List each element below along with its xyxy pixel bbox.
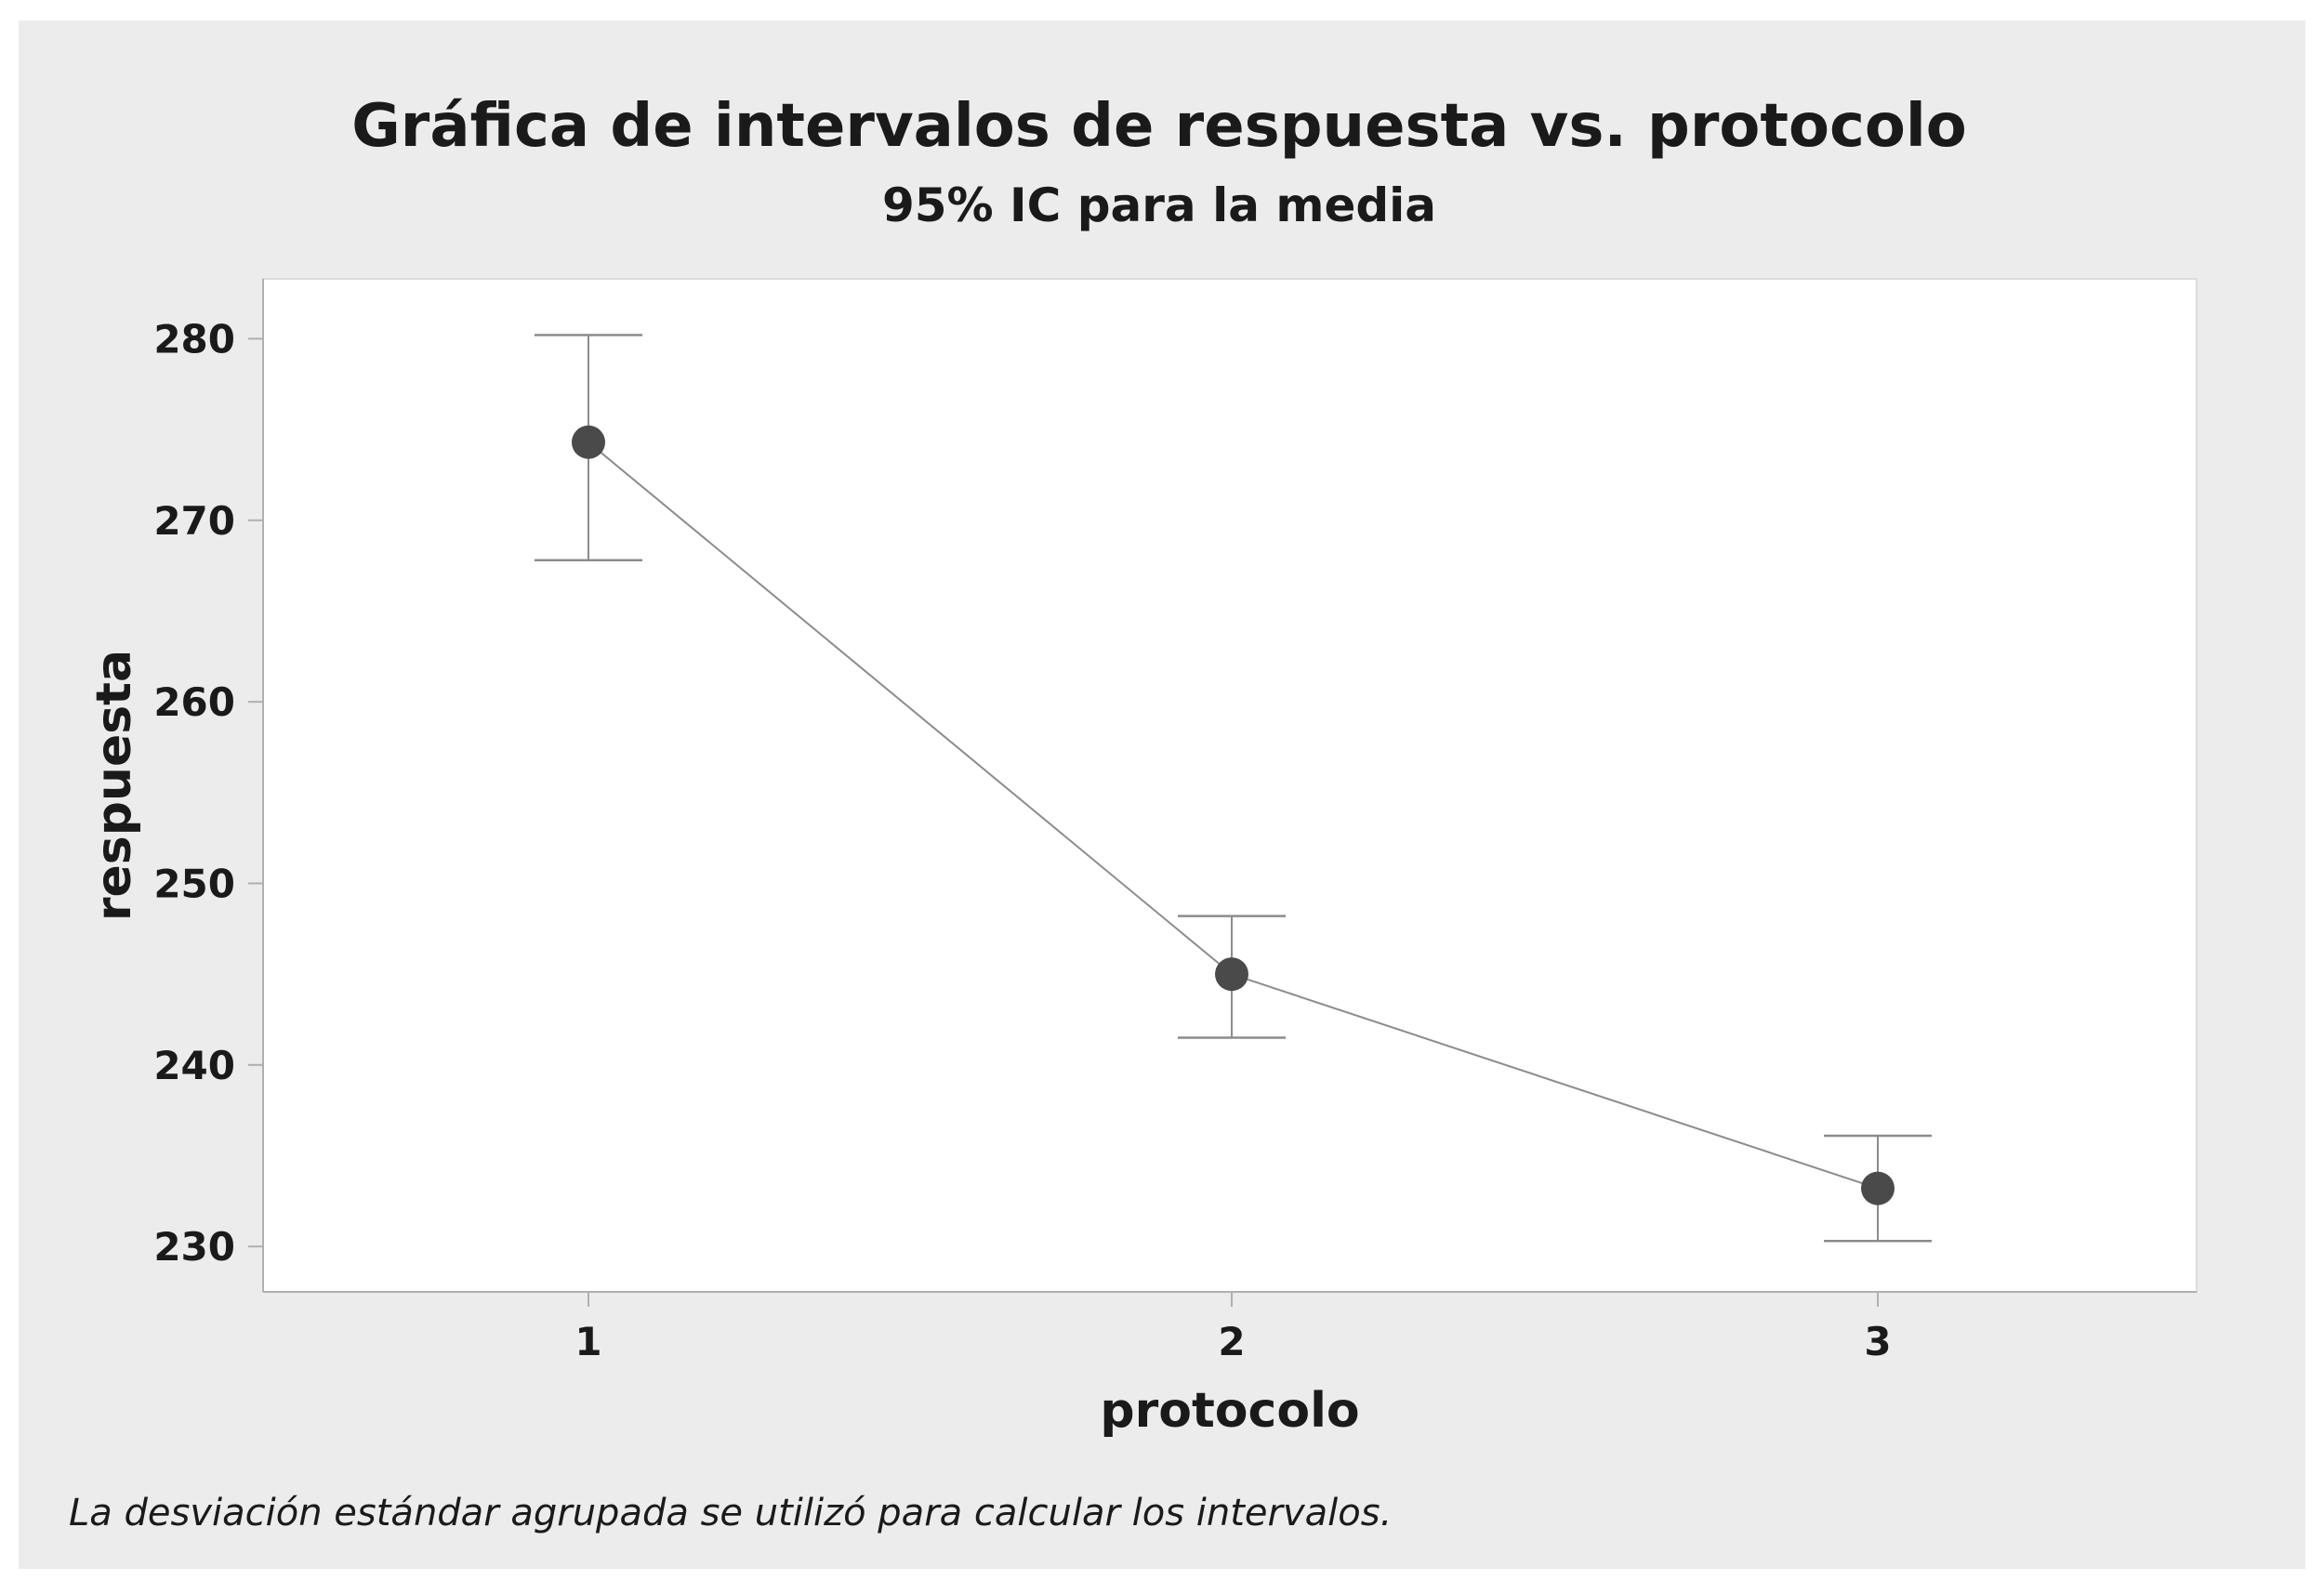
chart-title: Gráfica de intervalos de respuesta vs. p… xyxy=(351,92,1967,161)
x-axis-label: protocolo xyxy=(1100,1383,1359,1439)
mean-point-marker xyxy=(1861,1171,1895,1205)
plot-area xyxy=(262,278,2198,1293)
y-axis-label: respuesta xyxy=(86,650,142,921)
y-tick-label: 260 xyxy=(153,679,235,725)
chart-subtitle: 95% IC para la media xyxy=(882,178,1436,232)
series-layer xyxy=(535,334,1932,1243)
y-tick-label: 230 xyxy=(153,1224,235,1270)
y-tick-label: 250 xyxy=(153,861,235,906)
x-tick-label: 1 xyxy=(574,1319,601,1364)
mean-point-marker xyxy=(1215,957,1248,992)
y-tick-label: 270 xyxy=(153,498,235,544)
x-axis: 1 2 3 xyxy=(263,1291,2197,1364)
y-tick-label: 280 xyxy=(153,316,235,362)
footnote: La desviación estándar agrupada se utili… xyxy=(69,1492,1392,1534)
mean-point-marker xyxy=(572,425,605,459)
y-tick-label: 240 xyxy=(153,1043,235,1088)
x-tick-label: 2 xyxy=(1218,1319,1245,1364)
y-axis: 230 240 250 260 270 280 xyxy=(153,279,264,1292)
x-tick-label: 3 xyxy=(1864,1319,1891,1364)
